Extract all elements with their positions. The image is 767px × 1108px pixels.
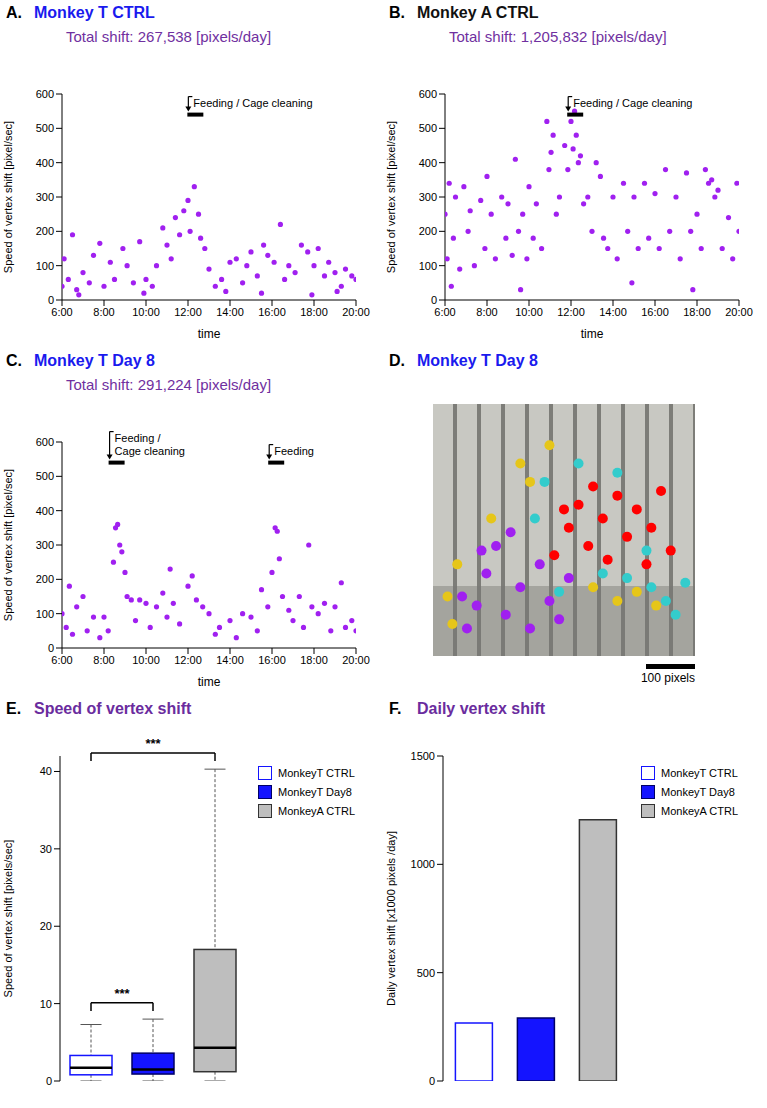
html-text:Total shift: 267,538 [pixels/d: Total shift: 267,538 [pixels/day] [66, 28, 272, 45]
svg-text:time: time [198, 327, 221, 341]
html-text:B.: B. [389, 4, 405, 21]
svg-text:100: 100 [419, 260, 437, 272]
svg-text:***: *** [114, 986, 130, 1001]
svg-text:20:00: 20:00 [725, 306, 753, 318]
svg-text:Speed of vertex shift [pixel/s: Speed of vertex shift [pixel/sec] [2, 469, 14, 621]
svg-text:Daily vertex shift [x1000 pixe: Daily vertex shift [x1000 pixels /day] [385, 831, 397, 1006]
html-text:D.: D. [389, 352, 405, 369]
svg-text:Speed of vertex shift [pixel/s: Speed of vertex shift [pixel/sec] [385, 121, 397, 273]
svg-text:400: 400 [419, 157, 437, 169]
html-text:Speed of vertex shift: Speed of vertex shift [34, 700, 192, 717]
svg-text:20:00: 20:00 [342, 306, 370, 318]
svg-text:16:00: 16:00 [641, 306, 669, 318]
svg-text:40: 40 [40, 765, 52, 777]
svg-text:300: 300 [419, 191, 437, 203]
html-text:A.: A. [6, 4, 22, 21]
svg-text:6:00: 6:00 [434, 306, 455, 318]
svg-text:Feeding / Cage cleaning: Feeding / Cage cleaning [573, 97, 692, 109]
html-text:MonkeyA CTRL: MonkeyA CTRL [661, 805, 738, 817]
svg-text:0: 0 [429, 1075, 435, 1087]
html-text:MonkeyT Day8: MonkeyT Day8 [278, 786, 352, 798]
html-text:Monkey A CTRL: Monkey A CTRL [417, 4, 539, 21]
svg-text:Speed of vertex shift [pixel/s: Speed of vertex shift [pixel/sec] [2, 121, 14, 273]
svg-text:Cage cleaning: Cage cleaning [115, 445, 185, 457]
svg-text:12:00: 12:00 [174, 654, 202, 666]
svg-text:500: 500 [36, 122, 54, 134]
html-text:MonkeyT Day8: MonkeyT Day8 [661, 786, 735, 798]
svg-text:400: 400 [36, 505, 54, 517]
svg-text:Feeding: Feeding [274, 445, 314, 457]
svg-text:0: 0 [48, 642, 54, 654]
svg-text:time: time [198, 675, 221, 689]
svg-text:14:00: 14:00 [216, 306, 244, 318]
svg-text:100: 100 [36, 608, 54, 620]
svg-text:500: 500 [417, 967, 435, 979]
html-text:F.: F. [389, 700, 402, 717]
html-text:E.: E. [6, 700, 22, 717]
svg-text:200: 200 [419, 225, 437, 237]
svg-text:20: 20 [40, 920, 52, 932]
html-text:C.: C. [6, 352, 22, 369]
svg-text:10:00: 10:00 [132, 654, 160, 666]
svg-text:20:00: 20:00 [342, 654, 370, 666]
svg-text:400: 400 [36, 157, 54, 169]
svg-text:8:00: 8:00 [93, 654, 114, 666]
svg-text:1500: 1500 [411, 750, 435, 762]
svg-text:1000: 1000 [411, 858, 435, 870]
svg-text:10:00: 10:00 [515, 306, 543, 318]
html-text:Daily vertex shift: Daily vertex shift [417, 700, 546, 717]
svg-text:Feeding / Cage cleaning: Feeding / Cage cleaning [193, 97, 312, 109]
svg-text:10: 10 [40, 998, 52, 1010]
svg-text:18:00: 18:00 [683, 306, 711, 318]
svg-text:8:00: 8:00 [93, 306, 114, 318]
svg-text:18:00: 18:00 [300, 654, 328, 666]
svg-text:12:00: 12:00 [557, 306, 585, 318]
svg-text:16:00: 16:00 [258, 306, 286, 318]
svg-text:600: 600 [419, 88, 437, 100]
svg-text:16:00: 16:00 [258, 654, 286, 666]
svg-text:6:00: 6:00 [51, 654, 72, 666]
svg-text:500: 500 [419, 122, 437, 134]
svg-text:10:00: 10:00 [132, 306, 160, 318]
svg-text:6:00: 6:00 [51, 306, 72, 318]
html-text:Total shift: 1,205,832 [pixels: Total shift: 1,205,832 [pixels/day] [449, 28, 667, 45]
svg-text:0: 0 [431, 294, 437, 306]
html-text:MonkeyA CTRL: MonkeyA CTRL [278, 805, 355, 817]
svg-text:14:00: 14:00 [599, 306, 627, 318]
svg-text:30: 30 [40, 843, 52, 855]
html-text:Monkey T CTRL: Monkey T CTRL [34, 4, 155, 21]
html-text:Monkey T Day 8: Monkey T Day 8 [417, 352, 538, 369]
svg-text:600: 600 [36, 436, 54, 448]
html-text:MonkeyT CTRL: MonkeyT CTRL [661, 767, 738, 779]
svg-text:0: 0 [48, 294, 54, 306]
html-text:MonkeyT CTRL: MonkeyT CTRL [278, 767, 355, 779]
svg-text:8:00: 8:00 [476, 306, 497, 318]
svg-text:***: *** [145, 736, 161, 751]
html-text:Total shift: 291,224 [pixels/d: Total shift: 291,224 [pixels/day] [66, 376, 272, 393]
svg-text:0: 0 [46, 1075, 52, 1087]
svg-text:600: 600 [36, 88, 54, 100]
svg-text:200: 200 [36, 225, 54, 237]
svg-text:100: 100 [36, 260, 54, 272]
html-text:100 pixels: 100 pixels [640, 671, 695, 685]
svg-text:Speed of vertex shift [pixels/: Speed of vertex shift [pixels/sec] [2, 840, 14, 998]
html-text:Monkey T Day 8: Monkey T Day 8 [34, 352, 155, 369]
svg-text:18:00: 18:00 [300, 306, 328, 318]
svg-text:Feeding /: Feeding / [115, 432, 162, 444]
svg-text:200: 200 [36, 573, 54, 585]
svg-text:12:00: 12:00 [174, 306, 202, 318]
svg-text:300: 300 [36, 191, 54, 203]
svg-text:time: time [581, 327, 604, 341]
svg-text:500: 500 [36, 470, 54, 482]
svg-text:300: 300 [36, 539, 54, 551]
svg-text:14:00: 14:00 [216, 654, 244, 666]
